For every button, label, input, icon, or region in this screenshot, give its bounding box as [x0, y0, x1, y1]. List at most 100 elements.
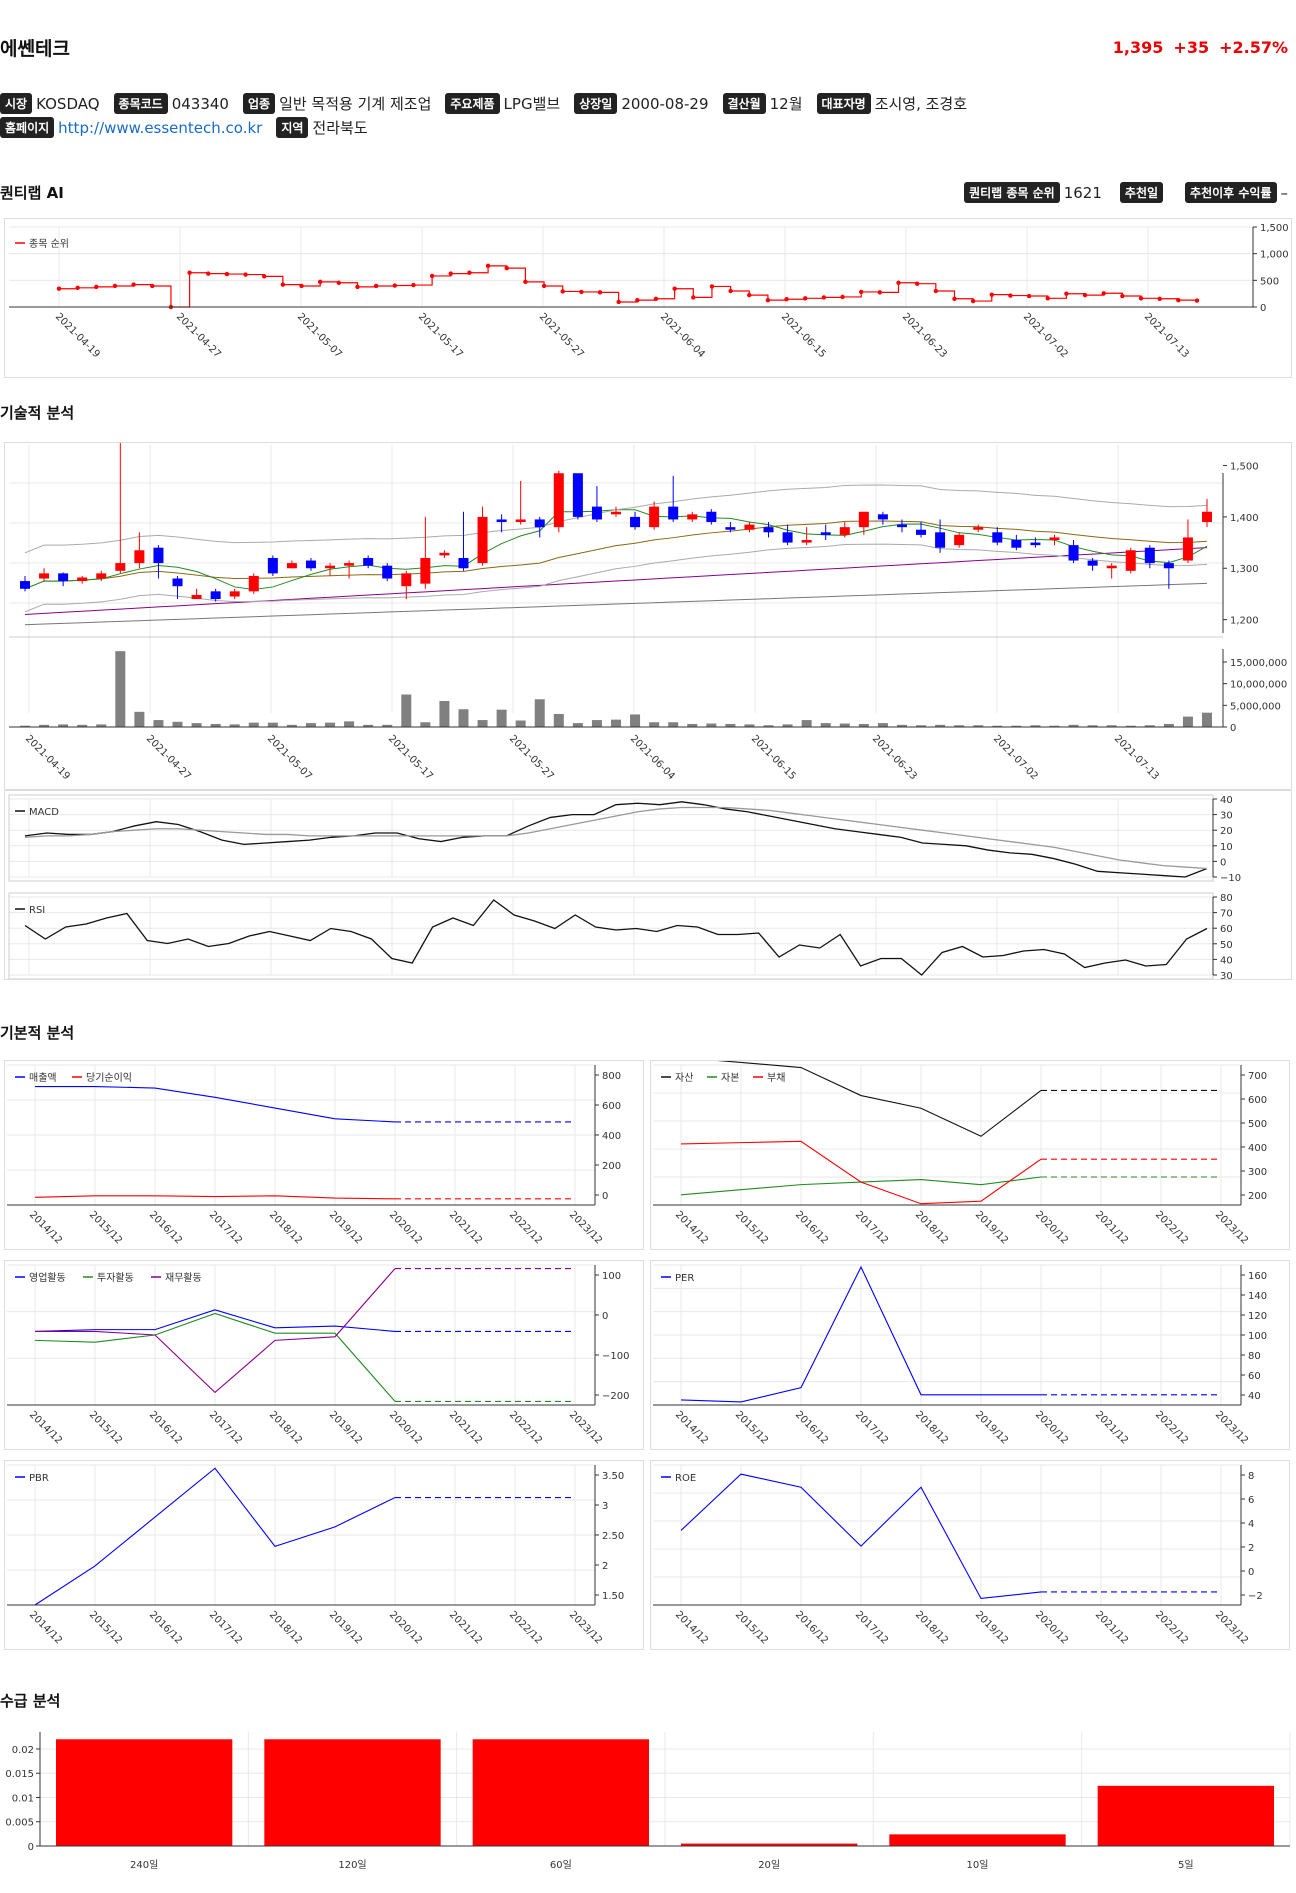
f0-y-tick-label: 600 [602, 1101, 621, 1112]
info-tag-code: 종목코드 [113, 93, 168, 114]
rank-point [187, 270, 192, 275]
candle-body [973, 527, 984, 530]
volume-bar [153, 720, 164, 727]
volume-bar [286, 724, 297, 727]
candle-body [210, 591, 221, 600]
price-chart: 1,200 1,300 1,400 1,500 0 5,000,000 10,000,000… [9, 443, 1287, 782]
homepage-link[interactable]: http://www.essentech.co.kr [58, 118, 263, 137]
candle-body [1087, 560, 1098, 566]
f2-x-tick-label: 2018/12 [267, 1409, 304, 1446]
supply-bar [889, 1834, 1066, 1846]
supply-x-tick-label: 240일 [130, 1859, 158, 1871]
rank-point [485, 263, 491, 269]
rsi-legend-label: RSI [29, 905, 45, 916]
f1-series-line [717, 1061, 1042, 1137]
rank-point [784, 297, 789, 302]
f0-x-tick-label: 2021/12 [447, 1209, 484, 1246]
volume-bar [992, 725, 1003, 727]
supply-bar [1097, 1785, 1274, 1846]
rsi-y-tick-label: 30 [1220, 971, 1233, 979]
f5-x-tick-label: 2015/12 [733, 1609, 770, 1646]
f4-x-tick-label: 2018/12 [267, 1609, 304, 1646]
volume-bar [305, 723, 316, 727]
rank-x-tick-label: 2021-05-27 [537, 311, 586, 360]
volume-bar [896, 724, 907, 727]
volume-bar [58, 724, 69, 727]
f4-y-tick-label: 1.50 [602, 1591, 624, 1602]
candle-body [458, 557, 469, 569]
f4-y-tick-label: 2.50 [602, 1531, 624, 1542]
f3-y-tick-label: 80 [1248, 1351, 1261, 1362]
f4-y-tick-label: 3 [602, 1501, 608, 1512]
f2-y-tick-label: 100 [602, 1271, 621, 1282]
f5-x-tick-label: 2022/12 [1153, 1609, 1190, 1646]
f2-series-line [35, 1268, 396, 1394]
supply-bar [472, 1739, 649, 1846]
f4-x-tick-label: 2020/12 [387, 1609, 424, 1646]
rank-point [317, 279, 323, 285]
volume-bar [96, 724, 107, 727]
price-band-upper-line [24, 484, 1208, 554]
f3-x-tick-label: 2015/12 [733, 1409, 770, 1446]
volume-bar [1030, 725, 1041, 727]
f2-legend-label: 투자활동 [97, 1271, 134, 1284]
volume-bar [344, 721, 355, 727]
f2-x-tick-label: 2017/12 [207, 1409, 244, 1446]
f1-x-tick-label: 2019/12 [973, 1209, 1010, 1246]
f1-x-tick-label: 2016/12 [793, 1209, 830, 1246]
f2-x-tick-label: 2016/12 [147, 1409, 184, 1446]
rank-point [821, 295, 827, 300]
f3-y-tick-label: 160 [1248, 1271, 1267, 1282]
f3-legend-label: PER [675, 1273, 694, 1284]
cashflow-chart: −200 −100 0 100 영업활동 투자활동 재무활동 2014/12 2015/12 20… [7, 1264, 629, 1446]
candle-body [191, 594, 202, 600]
supply-x-tick-label: 20일 [758, 1859, 780, 1871]
supply-bar [56, 1739, 233, 1846]
volume-bar [458, 709, 469, 727]
volume-x-tick-label: 2021-04-19 [23, 733, 72, 782]
macd-y-tick-label: 20 [1220, 826, 1233, 837]
f1-y-tick-label: 300 [1248, 1167, 1267, 1178]
ai-rank: 1621 [1063, 183, 1102, 202]
volume-bar [1125, 725, 1136, 727]
f2-y-tick-label: −100 [602, 1351, 629, 1362]
volume-x-tick-label: 2021-05-27 [507, 733, 556, 782]
rank-point [131, 282, 136, 287]
candle-body [744, 524, 755, 530]
candle-body [39, 573, 50, 579]
f2-y-tick-label: −200 [602, 1391, 629, 1402]
section-ai: 퀀티랩 AI [0, 184, 64, 202]
candle-body [325, 565, 336, 569]
rank-point [914, 281, 920, 286]
sales-chart: 0 200 400 600 800 매출액 당기순이익 2014/12 2015/12 2016/… [7, 1064, 621, 1246]
volume-bar [382, 724, 393, 727]
rank-point [541, 283, 547, 289]
f3-x-tick-label: 2021/12 [1093, 1409, 1130, 1446]
pbr-chart: 1.50 2 2.50 3 3.50 PBR 2014/12 2015/12 2016/12 20… [7, 1464, 624, 1646]
volume-bar [477, 720, 488, 727]
candle-body [820, 532, 831, 535]
supply-bar [681, 1843, 858, 1846]
f3-x-tick-label: 2019/12 [973, 1409, 1010, 1446]
balance-chart: 200 300 400 500 600 700 자산 자본 부채 2014/12 2015/12 20… [653, 1061, 1267, 1246]
volume-bar [1144, 725, 1155, 727]
sales-chart-panel: 0 200 400 600 800 매출액 당기순이익 2014/12 2015/12 2016/… [4, 1060, 644, 1250]
f1-legend-label: 자본 [721, 1072, 739, 1084]
volume-bar [820, 723, 831, 727]
f5-y-tick-label: 2 [1248, 1543, 1254, 1554]
volume-bar [706, 723, 717, 727]
rank-point [970, 298, 976, 304]
rank-point [858, 289, 864, 295]
rsi-y-tick-label: 60 [1220, 924, 1233, 935]
volume-bar [248, 722, 259, 727]
volume-bar [1106, 725, 1117, 727]
candle-body [20, 581, 30, 589]
f1-legend-label: 부채 [767, 1072, 785, 1084]
ai-rec-date-tag: 추천일 [1119, 182, 1164, 203]
volume-bar [172, 721, 183, 727]
f5-x-tick-label: 2017/12 [853, 1609, 890, 1646]
f2-x-tick-label: 2022/12 [507, 1409, 544, 1446]
rank-point [112, 283, 118, 289]
supply-chart: 0 0.005 0.01 0.015 0.02 240일 120일 60일 20일 10일 5일 [5, 1732, 1291, 1871]
volume-x-tick-label: 2021-06-15 [749, 733, 798, 782]
